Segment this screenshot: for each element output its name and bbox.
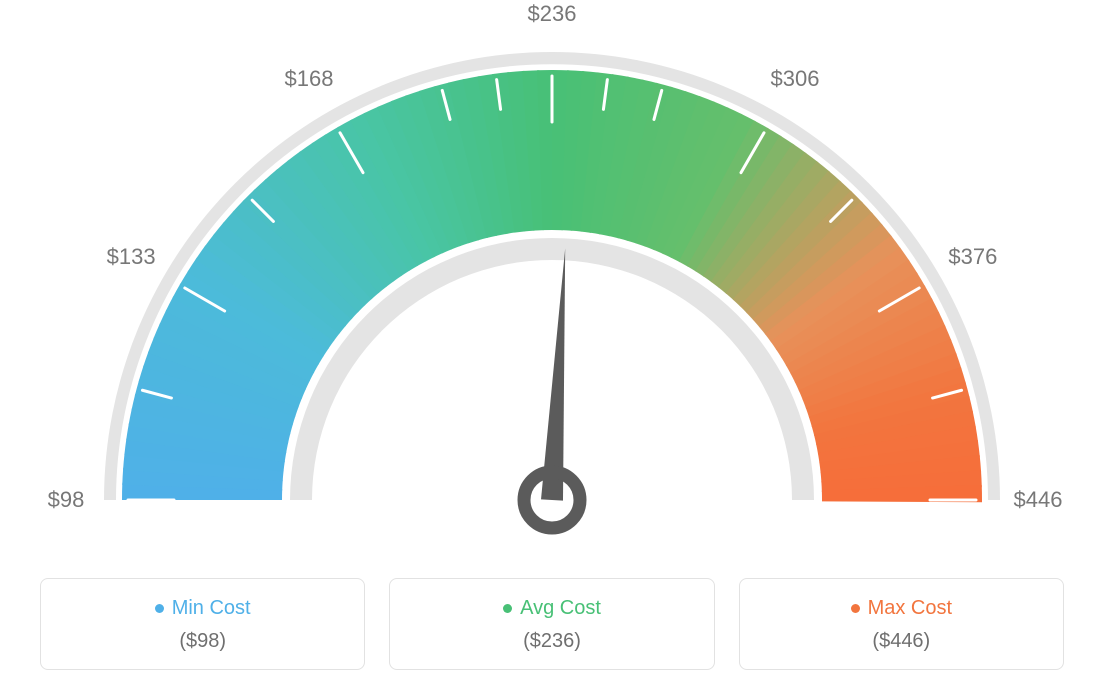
gauge: $98 $133 $168 $236 $306 $376 $446 [0,0,1104,560]
legend-card-min: Min Cost ($98) [40,578,365,670]
legend-label: Min Cost [172,597,251,620]
dot-icon [851,604,860,613]
legend-title-min: Min Cost [155,597,251,620]
legend-value: ($98) [51,630,354,653]
dot-icon [503,604,512,613]
legend-value: ($236) [400,630,703,653]
gauge-tick-label: $306 [771,66,820,92]
gauge-tick-label: $168 [285,66,334,92]
gauge-tick-label: $236 [528,1,577,27]
gauge-tick-label: $446 [1014,487,1063,513]
chart-container: $98 $133 $168 $236 $306 $376 $446 Min Cost ($9… [0,0,1104,690]
legend-card-avg: Avg Cost ($236) [389,578,714,670]
legend-card-max: Max Cost ($446) [739,578,1064,670]
legend-label: Max Cost [868,597,952,620]
legend-label: Avg Cost [520,597,601,620]
gauge-tick-label: $133 [107,244,156,270]
legend-row: Min Cost ($98) Avg Cost ($236) Max Cost … [40,578,1064,670]
gauge-svg [0,0,1104,560]
legend-title-avg: Avg Cost [503,597,601,620]
gauge-tick-label: $376 [948,244,997,270]
legend-title-max: Max Cost [851,597,952,620]
gauge-tick-label: $98 [48,487,85,513]
legend-value: ($446) [750,630,1053,653]
dot-icon [155,604,164,613]
